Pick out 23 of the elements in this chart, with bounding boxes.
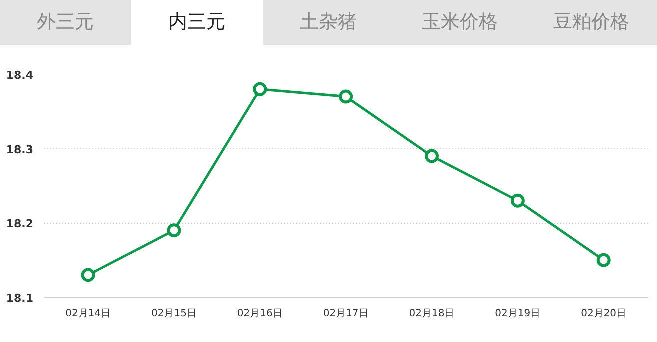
x-tick-label: 02月17日 — [323, 308, 369, 320]
x-tick-label: 02月16日 — [237, 308, 283, 320]
y-tick-label: 18.1 — [6, 292, 34, 305]
point — [339, 90, 354, 104]
text: 玉米价格 — [394, 0, 526, 45]
point — [510, 194, 525, 208]
text: 外三元 — [0, 0, 132, 45]
point — [424, 149, 439, 164]
point — [81, 268, 96, 282]
x-tick-label: 02月15日 — [152, 308, 197, 320]
x-tick-label: 02月14日 — [66, 308, 112, 320]
point — [253, 82, 268, 96]
point — [167, 224, 182, 238]
chart-title: 内三元 — [131, 0, 263, 45]
text: 土杂猪 — [262, 0, 394, 45]
x-tick-label: 02月20日 — [581, 308, 627, 320]
text: 豆粕价格 — [526, 0, 657, 45]
y-tick-label: 18.3 — [6, 143, 34, 156]
x-tick-label: 02月19日 — [495, 308, 541, 320]
x-tick-label: 02月18日 — [409, 308, 455, 320]
y-tick-label: 18.2 — [6, 218, 34, 231]
y-tick-label: 18.4 — [6, 69, 34, 82]
point — [596, 253, 611, 268]
